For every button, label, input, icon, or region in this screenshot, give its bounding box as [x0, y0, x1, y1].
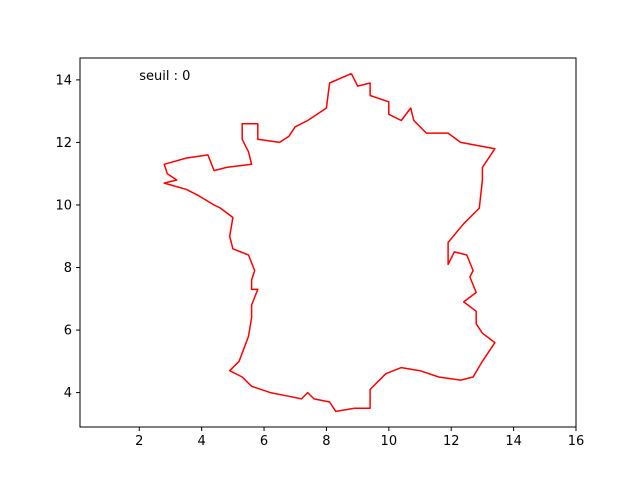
- x-tick-label: 10: [381, 434, 398, 449]
- y-tick-label: 10: [55, 198, 72, 213]
- y-tick-label: 14: [55, 73, 72, 88]
- y-tick-label: 8: [64, 261, 72, 276]
- series-line: [163, 72, 496, 413]
- x-tick-label: 2: [135, 434, 143, 449]
- series-layer: [163, 72, 496, 413]
- y-tick-label: 4: [64, 386, 72, 401]
- x-tick-label: 8: [322, 434, 330, 449]
- x-tick-label: 12: [443, 434, 460, 449]
- plot-frame: [79, 57, 577, 428]
- y-tick-label: 6: [64, 324, 72, 339]
- x-tick-label: 16: [568, 434, 585, 449]
- x-tick-label: 14: [505, 434, 522, 449]
- annotation-threshold: seuil : 0: [139, 69, 190, 84]
- plot-area: [79, 57, 577, 428]
- x-tick-label: 6: [260, 434, 268, 449]
- ticks-layer: 2 4 6 8 10 12 14 16 4 6 8 10 12 14: [55, 73, 584, 449]
- x-tick-label: 4: [198, 434, 206, 449]
- y-tick-label: 12: [55, 136, 72, 151]
